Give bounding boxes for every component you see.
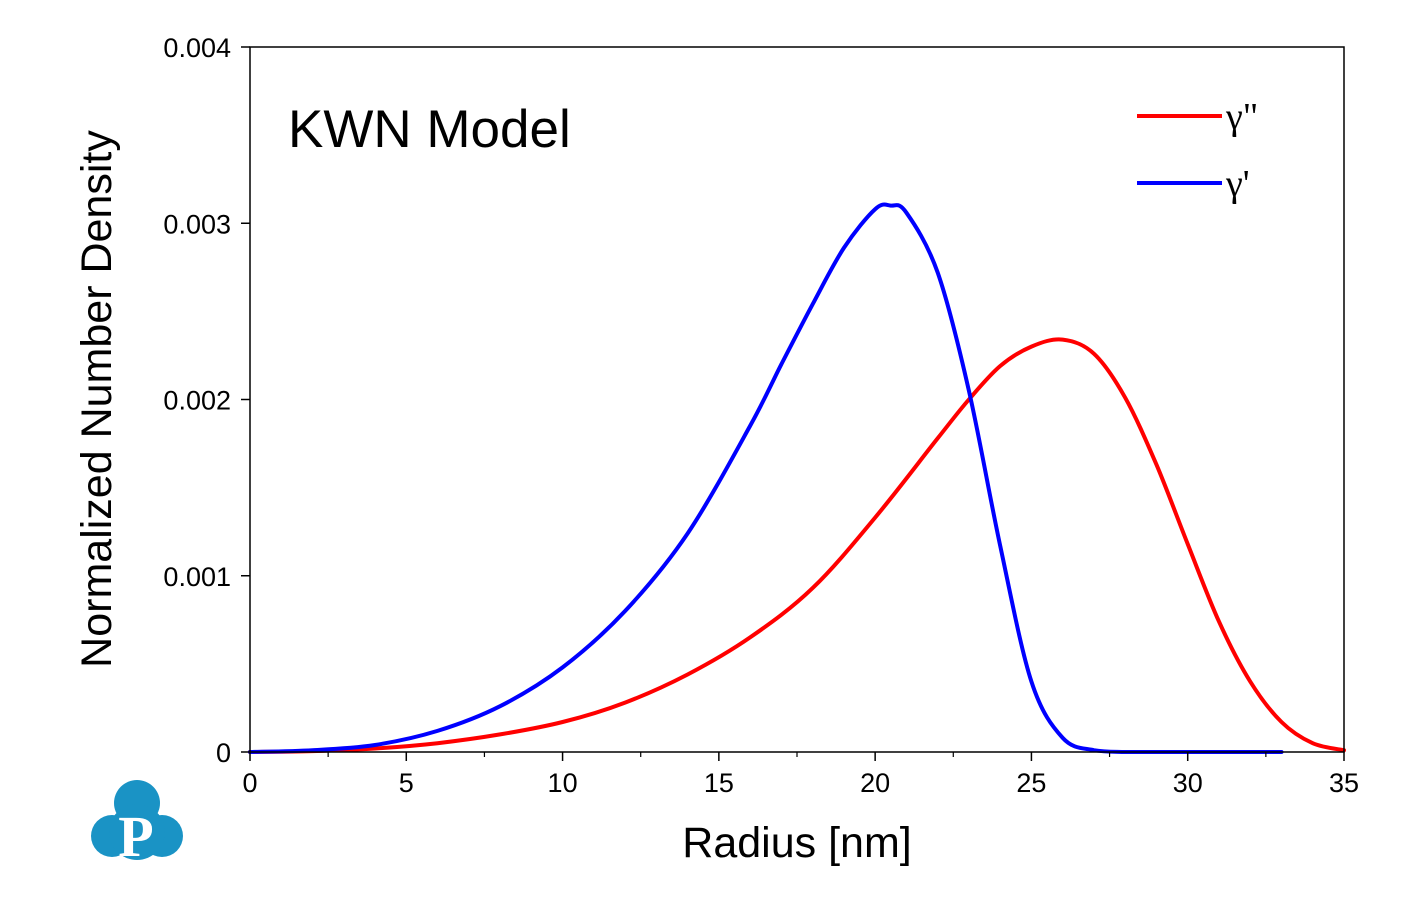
x-tick-label: 15 <box>704 768 734 798</box>
x-tick-label: 20 <box>860 768 890 798</box>
y-tick-label: 0.002 <box>163 386 231 416</box>
x-axis-title: Radius [nm] <box>682 819 911 867</box>
series-line-1 <box>248 337 1346 754</box>
ticks: 0 5 10 15 20 25 30 35 0 0.001 0.002 0.003 0.004 <box>163 33 1359 798</box>
legend-label-1: γ" <box>1225 96 1258 138</box>
chart-title: KWN Model <box>288 100 571 159</box>
y-axis-title: Normalized Number Density <box>73 130 121 668</box>
x-tick-label: 35 <box>1329 768 1359 798</box>
legend: γ" γ' <box>1137 96 1258 205</box>
x-tick-label: 0 <box>242 768 257 798</box>
y-tick-label: 0.001 <box>163 562 231 592</box>
logo: P <box>91 780 183 869</box>
y-tick-label: 0.004 <box>163 33 231 63</box>
y-tick-label: 0.003 <box>163 209 231 239</box>
x-tick-label: 30 <box>1173 768 1203 798</box>
logo-bubble-center <box>109 804 165 860</box>
x-tick-label: 25 <box>1016 768 1046 798</box>
x-tick-label: 5 <box>399 768 414 798</box>
x-tick-label: 10 <box>548 768 578 798</box>
plot-area <box>248 202 1346 755</box>
series-line-2 <box>248 202 1284 755</box>
legend-label-2: γ' <box>1225 163 1250 205</box>
y-tick-label: 0 <box>216 738 231 768</box>
logo-letter: P <box>118 804 153 869</box>
